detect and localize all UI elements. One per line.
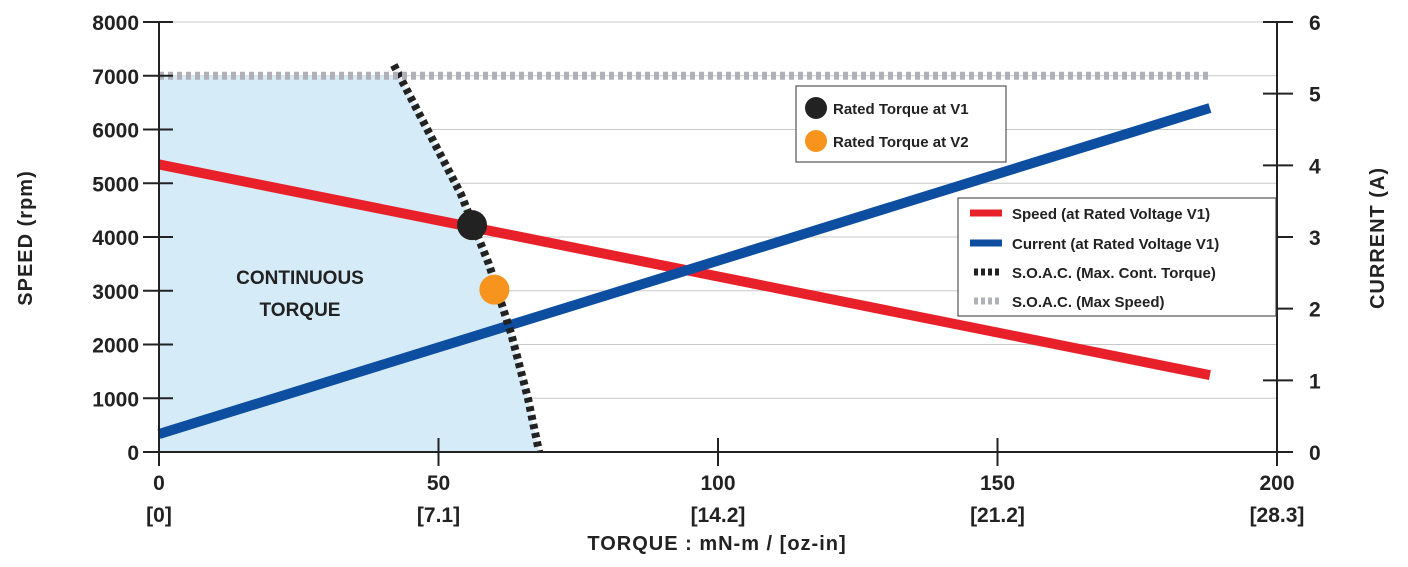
x-tick-label-0: 0 <box>153 472 165 495</box>
x-tick-label-200: 200 <box>1259 472 1294 495</box>
legend-label-rated-v1: Rated Torque at V1 <box>833 101 969 118</box>
x-tick-sublabel-0: [0] <box>146 504 172 527</box>
current-line <box>157 103 1212 439</box>
y-tick-label-2000: 2000 <box>92 335 139 358</box>
y-tick-label-0: 0 <box>127 442 139 465</box>
legend-label-current: Current (at Rated Voltage V1) <box>1012 236 1219 253</box>
y-tick-label-4000: 4000 <box>92 227 139 250</box>
y-tick-label-1000: 1000 <box>92 388 139 411</box>
y2-axis-title: CURRENT (A) <box>1367 167 1389 309</box>
region-label-line-2: TORQUE <box>260 300 341 321</box>
region-label-line-1: CONTINUOUS <box>236 268 364 289</box>
y-tick-label-8000: 8000 <box>92 12 139 35</box>
y2-tick-label-3: 3 <box>1309 227 1321 250</box>
rated-points-layer <box>457 210 510 305</box>
x-tick-sublabel-100: [14.2] <box>691 504 746 527</box>
y-tick-label-3000: 3000 <box>92 281 139 304</box>
legend-marker-rated-v1 <box>805 97 827 119</box>
axes-layer: 0100020003000400050006000700080000123456… <box>92 12 1321 527</box>
continuous-torque-region <box>159 75 540 452</box>
y2-tick-label-6: 6 <box>1309 12 1321 35</box>
legend-marker-rated-v2 <box>805 130 827 152</box>
y2-tick-label-5: 5 <box>1309 84 1321 107</box>
x-axis-title: TORQUE : mN-m / [oz-in] <box>587 533 846 555</box>
points-legend: Rated Torque at V1 Rated Torque at V2 <box>795 85 1007 163</box>
x-tick-label-100: 100 <box>700 472 735 495</box>
soac-max-torque-line <box>390 63 544 453</box>
y-tick-label-7000: 7000 <box>92 66 139 89</box>
rated-torque-v1-point <box>457 210 488 241</box>
y2-tick-label-2: 2 <box>1309 299 1321 322</box>
continuous-torque-region-layer <box>159 75 540 452</box>
y2-tick-label-0: 0 <box>1309 442 1321 465</box>
series-legend-box <box>957 197 1277 317</box>
x-tick-label-50: 50 <box>427 472 450 495</box>
rated-torque-v2-point <box>479 274 510 305</box>
x-tick-sublabel-150: [21.2] <box>970 504 1025 527</box>
x-tick-label-150: 150 <box>980 472 1015 495</box>
legend-label-speed: Speed (at Rated Voltage V1) <box>1012 206 1210 223</box>
series-legend: Speed (at Rated Voltage V1) Current (at … <box>957 197 1277 317</box>
x-tick-sublabel-200: [28.3] <box>1250 504 1305 527</box>
x-tick-sublabel-50: [7.1] <box>417 504 460 527</box>
y-tick-label-6000: 6000 <box>92 120 139 143</box>
y-tick-label-5000: 5000 <box>92 173 139 196</box>
legend-label-rated-v2: Rated Torque at V2 <box>833 134 969 151</box>
points-legend-box <box>795 85 1007 163</box>
y2-tick-label-4: 4 <box>1309 155 1321 178</box>
series-layer <box>157 63 1212 453</box>
y2-tick-label-1: 1 <box>1309 370 1321 393</box>
legend-label-soac-speed: S.O.A.C. (Max Speed) <box>1012 294 1165 311</box>
y-axis-title: SPEED (rpm) <box>15 170 37 305</box>
legend-label-soac-torque: S.O.A.C. (Max. Cont. Torque) <box>1012 265 1216 282</box>
